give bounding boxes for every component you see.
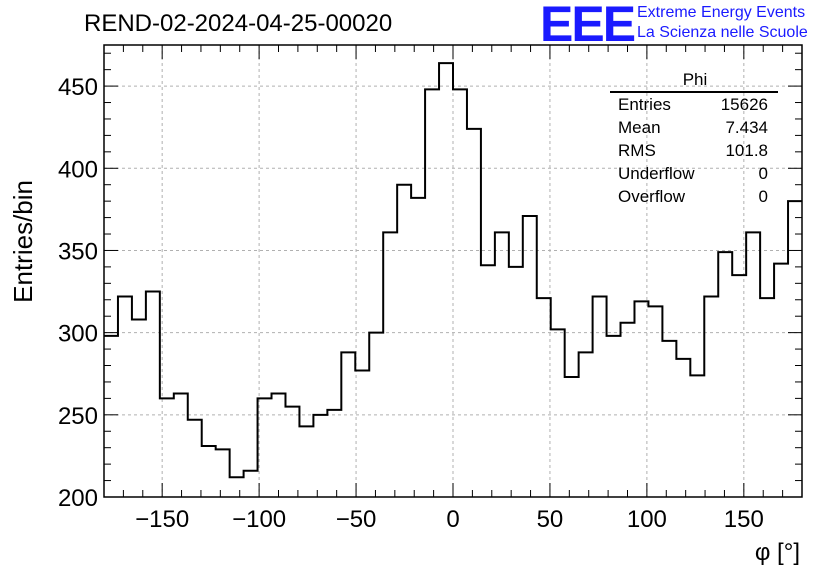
stats-value: 101.8 [725,141,768,160]
histogram-bin [104,336,118,497]
stats-label: Entries [618,95,671,114]
histogram-bin [285,407,299,497]
stats-label: Mean [618,118,661,137]
x-tick-label: 0 [446,506,459,533]
histogram-bin [523,216,537,497]
histogram-bin [579,352,593,497]
histogram-bin [369,333,383,497]
histogram-bin [634,301,648,497]
stats-row-underflow: Underflow 0 [610,162,780,185]
histogram-series [104,62,802,497]
eee-logo: EEE [540,0,636,52]
stats-value: 7.434 [725,118,768,137]
x-tick-label: −150 [135,506,189,533]
histogram-bin [313,415,327,497]
histogram-bin [216,449,230,497]
histogram-bin [411,198,425,497]
histogram-bin [760,298,774,497]
histogram-bin [746,232,760,497]
x-tick-label: 50 [537,506,564,533]
stats-value: 0 [758,164,768,183]
histogram-bin [258,398,272,497]
tick-labels: −150 −100 −50 0 50 100 150 200 250 300 350 400 450 [58,74,764,533]
stats-label: Underflow [618,164,695,183]
x-axis-label: φ [°] [755,539,800,566]
x-tick-label: 150 [724,506,764,533]
run-title: REND-02-2024-04-25-00020 [84,10,393,37]
y-axis-label: Entries/bin [8,180,38,303]
histogram-bin [607,336,621,497]
y-tick-label: 250 [58,403,98,430]
stats-value: 0 [758,187,768,206]
histogram-bin [481,265,495,497]
histogram-bin [132,319,146,497]
histogram-bin [662,341,676,497]
y-tick-label: 200 [58,485,98,512]
y-tick-label: 300 [58,321,98,348]
y-tick-label: 450 [58,74,98,101]
stats-label: RMS [618,141,656,160]
stats-row-overflow: Overflow 0 [610,185,780,208]
histogram-bin [327,410,341,497]
histogram-bin [174,393,188,497]
logo-caption: Extreme Energy Events La Scienza nelle S… [637,3,808,43]
histogram-bin [160,398,174,497]
histogram-bin [676,359,690,497]
logo-line-2: La Scienza nelle Scuole [637,24,808,41]
histogram-bin [299,426,313,497]
histogram-bin [118,296,132,497]
histogram-bin [621,323,635,497]
histogram-bin [565,377,579,497]
logo-line-1: Extreme Energy Events [637,4,806,21]
stats-box-title: Phi [682,70,708,89]
histogram-bin [537,298,551,497]
histogram-bin [593,296,607,497]
histogram-bin [732,275,746,497]
histogram-bin [704,296,718,497]
stats-box: Phi Entries 15626 Mean 7.434 RMS 101.8 U… [610,68,780,208]
histogram-line [104,62,802,479]
histogram-bin [355,370,369,497]
y-tick-label: 350 [58,238,98,265]
histogram-bin [774,264,788,497]
histogram-bin [648,306,662,497]
histogram-bin [467,129,481,497]
histogram-bin [383,232,397,497]
histogram-bin [397,185,411,497]
histogram-bin [425,89,439,497]
axis-ticks [103,45,803,498]
histogram-bin [244,471,258,497]
x-tick-label: 100 [627,506,667,533]
stats-row-mean: Mean 7.434 [610,116,780,139]
histogram-bin [188,420,202,497]
stats-box-divider [610,91,778,93]
histogram-bin [509,267,523,497]
histogram-bin [439,63,453,497]
stats-value: 15626 [720,95,768,114]
histogram-bin [690,375,704,497]
stats-row-entries: Entries 15626 [610,93,780,116]
histogram-bin [551,329,565,497]
y-tick-label: 400 [58,156,98,183]
stats-label: Overflow [618,187,686,206]
x-tick-label: −100 [232,506,286,533]
histogram-bin [146,292,160,497]
stats-row-rms: RMS 101.8 [610,139,780,162]
histogram-bin [341,352,355,497]
histogram-bin [202,446,216,497]
histogram-bin [272,393,286,497]
histogram-bin [453,89,467,497]
histogram-bin [230,477,244,497]
histogram-bin [495,232,509,497]
x-tick-label: −50 [336,506,377,533]
histogram-bin [718,252,732,497]
